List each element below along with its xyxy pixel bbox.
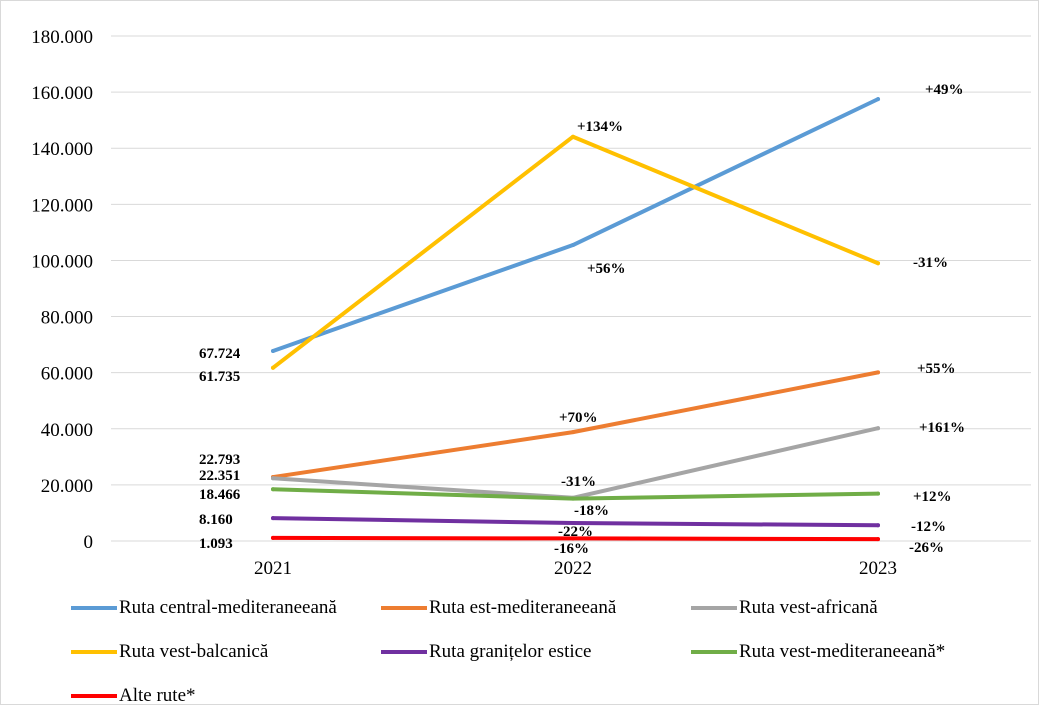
line-chart: 0 20.000 40.000 60.000 80.000 100.000 120.000 1… [31, 27, 1031, 579]
data-label: -12% [911, 519, 946, 535]
data-point [571, 430, 575, 435]
x-tick-label: 2021 [254, 558, 292, 579]
legend-swatch [691, 650, 737, 654]
y-tick-label: 100.000 [31, 251, 93, 272]
legend-label: Ruta vest-balcanică [119, 641, 269, 662]
y-tick-label: 60.000 [41, 364, 93, 385]
data-label: 22.351 [199, 468, 240, 484]
data-point [571, 134, 575, 139]
y-tick-label: 80.000 [41, 308, 93, 329]
data-point [571, 536, 575, 541]
y-tick-label: 120.000 [31, 195, 93, 216]
data-point [876, 537, 880, 542]
series-line [271, 134, 880, 370]
data-point [271, 348, 275, 353]
data-point [271, 365, 275, 370]
y-tick-label: 160.000 [31, 83, 93, 104]
y-tick-label: 0 [84, 532, 94, 553]
data-point [876, 426, 880, 431]
y-tick-label: 180.000 [31, 27, 93, 48]
data-label: 22.793 [199, 452, 240, 468]
legend-item: Ruta central-mediteraneeană [71, 593, 381, 623]
data-label: -18% [574, 503, 609, 519]
data-point [571, 521, 575, 526]
data-label: +161% [919, 420, 965, 436]
legend: Ruta central-mediteraneeană Ruta est-medi… [71, 593, 1031, 711]
data-point [876, 370, 880, 375]
y-tick-label: 40.000 [41, 420, 93, 441]
y-tick-label: 140.000 [31, 139, 93, 160]
legend-swatch [71, 694, 117, 698]
legend-item: Alte rute* [71, 681, 381, 711]
legend-swatch [691, 606, 737, 610]
data-label: 1.093 [199, 536, 233, 552]
data-label: 18.466 [199, 487, 241, 503]
legend-swatch [71, 606, 117, 610]
data-label: +12% [913, 489, 952, 505]
data-point [876, 97, 880, 102]
data-label: 61.735 [199, 369, 240, 385]
data-label: 8.160 [199, 512, 233, 528]
legend-label: Ruta granițelor estice [429, 641, 592, 662]
legend-item: Ruta granițelor estice [381, 637, 691, 667]
y-tick-label: 20.000 [41, 476, 93, 497]
data-point [271, 487, 275, 492]
data-label: +55% [917, 361, 956, 377]
data-label: +49% [925, 82, 964, 98]
data-point [271, 535, 275, 540]
x-tick-label: 2023 [859, 558, 897, 579]
data-label: +56% [587, 261, 626, 277]
data-label: +134% [577, 119, 623, 135]
data-point [571, 243, 575, 248]
data-point [571, 496, 575, 501]
legend-swatch [381, 650, 427, 654]
legend-label: Ruta central-mediteraneeană [119, 597, 337, 618]
data-label: -26% [909, 540, 944, 556]
data-label: -22% [558, 524, 593, 540]
legend-label: Ruta vest-mediteraneeană* [739, 641, 946, 662]
data-point [876, 261, 880, 266]
x-tick-label: 2022 [554, 558, 592, 579]
data-point [876, 523, 880, 528]
data-label: +70% [559, 410, 598, 426]
legend-item: Ruta vest-africană [691, 593, 1001, 623]
legend-item: Ruta est-mediteraneeană [381, 593, 691, 623]
legend-label: Ruta est-mediteraneeană [429, 597, 617, 618]
data-point [271, 476, 275, 481]
data-point [876, 491, 880, 496]
data-label: 67.724 [199, 346, 241, 362]
data-label: -16% [554, 541, 589, 557]
legend-item: Ruta vest-mediteraneeană* [691, 637, 1001, 667]
legend-item: Ruta vest-balcanică [71, 637, 381, 667]
legend-label: Ruta vest-africană [739, 597, 878, 618]
series-line [271, 487, 880, 501]
legend-label: Alte rute* [119, 685, 196, 706]
data-label: -31% [561, 474, 596, 490]
data-label: -31% [913, 255, 948, 271]
legend-swatch [71, 650, 117, 654]
legend-swatch [381, 606, 427, 610]
data-point [271, 516, 275, 521]
